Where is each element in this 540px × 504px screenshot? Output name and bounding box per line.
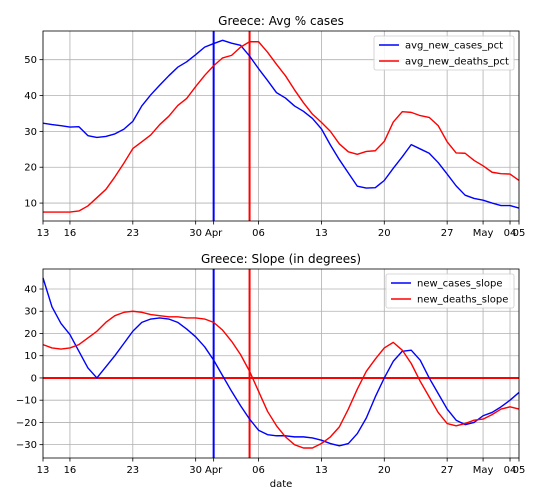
x-tick-label: 30: [189, 465, 202, 476]
series-line-new_cases_slope: [42, 277, 520, 447]
x-tick-label: 04: [504, 228, 517, 239]
y-tick-label: 20: [24, 329, 37, 340]
series-lines: [42, 277, 520, 449]
x-tick-label: 23: [126, 465, 139, 476]
x-tick-label: 16: [64, 465, 77, 476]
x-tick-label: 05: [513, 228, 526, 239]
x-tick-label: 16: [64, 228, 77, 239]
legend: avg_new_cases_pct avg_new_deaths_pct: [373, 35, 515, 71]
reference-lines: [43, 269, 519, 458]
x-tick-label: 06: [252, 228, 265, 239]
x-tick-label: 30: [189, 228, 202, 239]
x-tick-label: 04: [504, 465, 517, 476]
y-tick-label: 40: [24, 91, 37, 102]
y-tick-label: −30: [16, 440, 37, 451]
legend: new_cases_slope new_deaths_slope: [385, 273, 515, 309]
plot-frame: [42, 30, 520, 222]
chart-title: Greece: Avg % cases: [218, 14, 344, 28]
y-tick-label: 0: [31, 373, 37, 384]
series-line-new_deaths_slope: [42, 310, 520, 449]
y-tick-label: 10: [24, 199, 37, 210]
legend-entry: new_deaths_slope: [417, 295, 508, 306]
legend-box: [385, 273, 515, 309]
y-tick-label: 20: [24, 163, 37, 174]
x-tick-label: 13: [315, 228, 328, 239]
chart-avg-pct: Greece: Avg % cases 13 16 23 30 Apr 06 13 20 27 M…: [24, 14, 525, 239]
x-tick-label: 27: [441, 465, 454, 476]
x-tick-label: Apr: [205, 228, 223, 239]
x-tick-label: 05: [513, 465, 526, 476]
x-tick-label: 13: [37, 465, 50, 476]
x-tick-label: 20: [378, 228, 391, 239]
x-tick-label: Apr: [205, 465, 223, 476]
x-tick-label: 27: [441, 228, 454, 239]
x-tick-label: 06: [252, 465, 265, 476]
y-tick-label: −20: [16, 418, 37, 429]
y-tick-label: 30: [24, 127, 37, 138]
x-tick-label: May: [473, 228, 494, 239]
series-line-avg_new_deaths_pct: [43, 41, 520, 213]
y-tick-label: 10: [24, 351, 37, 362]
reference-lines: [212, 31, 251, 221]
legend-entry: avg_new_deaths_pct: [405, 57, 509, 68]
plot-frame: [42, 268, 520, 459]
series-lines: [42, 39, 520, 213]
y-tick-label: 50: [24, 55, 37, 66]
x-tick-label: 13: [37, 228, 50, 239]
x-tick-label: 23: [126, 228, 139, 239]
y-tick-label: 40: [24, 285, 37, 296]
y-axis: −30 −20 −10 0 10 20 30 40: [16, 285, 43, 451]
x-tick-label: May: [473, 465, 494, 476]
x-tick-label: 13: [315, 465, 328, 476]
y-tick-label: 30: [24, 307, 37, 318]
legend-box: [373, 35, 515, 71]
legend-entry: new_cases_slope: [417, 279, 502, 290]
chart-title: Greece: Slope (in degrees): [201, 252, 361, 266]
y-axis: 10 20 30 40 50: [24, 55, 43, 210]
series-line-avg_new_cases_pct: [42, 39, 520, 209]
chart-slope: Greece: Slope (in degrees) 13 16 23 30 Apr 06…: [16, 252, 525, 490]
x-tick-label: 20: [378, 465, 391, 476]
legend-entry: avg_new_cases_pct: [405, 41, 503, 52]
x-axis-label: date: [270, 479, 293, 490]
y-tick-label: −10: [16, 396, 37, 407]
